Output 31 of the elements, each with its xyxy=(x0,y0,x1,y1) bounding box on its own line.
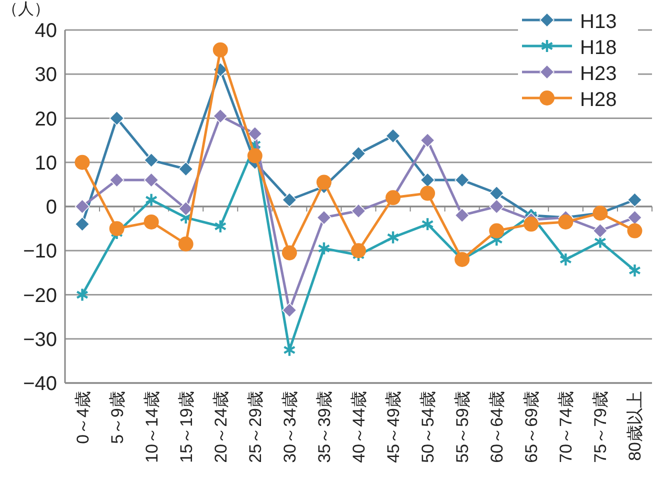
y-tick-label: 0 xyxy=(46,196,57,218)
x-tick-label: 60～64歳 xyxy=(488,391,507,463)
x-tick-label: 65～69歳 xyxy=(522,391,542,463)
y-tick-label: −30 xyxy=(23,328,57,351)
y-tick-label: 10 xyxy=(34,152,57,174)
y-tick-label: 20 xyxy=(34,108,57,130)
x-tick-label: 10～14歳 xyxy=(142,391,162,463)
x-tick-label: 35～39歳 xyxy=(314,391,334,463)
x-tick-label: 70～74歳 xyxy=(556,391,576,463)
y-tick-label: 30 xyxy=(34,64,57,86)
legend-label: H18 xyxy=(580,37,617,59)
x-tick-label: 75～79歳 xyxy=(591,391,610,463)
x-tick-label: 55～59歳 xyxy=(453,391,472,463)
legend-label: H13 xyxy=(580,11,617,33)
y-tick-label: 40 xyxy=(34,20,57,42)
x-tick-label: 0～4歳 xyxy=(73,391,92,444)
x-tick-label: 40～44歳 xyxy=(350,391,368,463)
legend-label: H23 xyxy=(580,63,617,85)
x-tick-label: 30～34歳 xyxy=(280,391,300,463)
y-axis-title: （人） xyxy=(2,1,50,18)
x-tick-label: 5～9歳 xyxy=(108,391,127,444)
y-tick-label: −10 xyxy=(23,240,57,263)
x-tick-label: 50～54歳 xyxy=(418,391,438,463)
x-tick-label: 80歳以上 xyxy=(626,391,645,461)
x-tick-label: 20～24歳 xyxy=(211,391,230,463)
y-tick-label: −20 xyxy=(23,284,57,307)
x-tick-label: 15～19歳 xyxy=(176,391,196,463)
x-tick-label: 45～49歳 xyxy=(384,391,404,463)
y-tick-label: −40 xyxy=(23,373,57,395)
legend-label: H28 xyxy=(580,89,617,111)
x-tick-label: 25～29歳 xyxy=(246,391,265,463)
